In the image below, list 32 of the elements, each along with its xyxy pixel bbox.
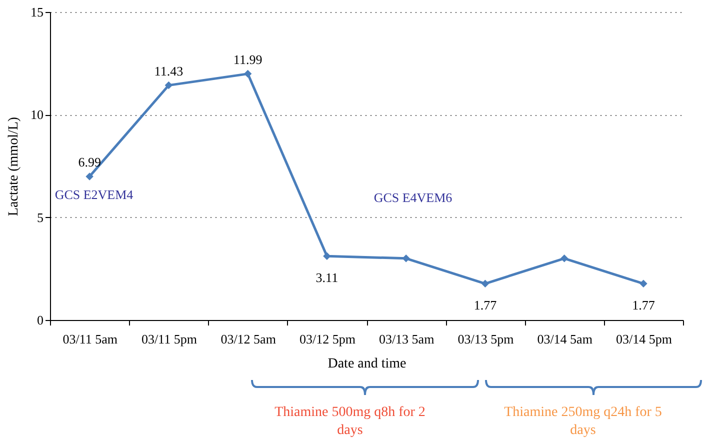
point	[560, 254, 568, 262]
x-tick-label: 03/14 5am	[537, 332, 592, 346]
point	[640, 280, 648, 288]
data-label: 11.43	[154, 63, 184, 78]
text: Thiamine 500mg q8h for 2 days	[274, 404, 426, 440]
data-label: 1.77	[474, 298, 498, 313]
y-tick-label: 5	[37, 210, 44, 225]
x-tick-label: 03/12 5am	[220, 332, 276, 346]
point	[402, 254, 410, 262]
y-axis-title: Lactate (mmol/L)	[6, 116, 22, 216]
x-axis-title: Date and time	[328, 356, 406, 372]
y-tick-label: 15	[30, 4, 44, 20]
data-label: 6.99	[78, 154, 101, 170]
x-tick-label: 03/11 5am	[62, 332, 118, 346]
annotation: GCS E4VEM6	[374, 190, 453, 205]
x-tick-label: 03/13 5pm	[458, 332, 514, 346]
point	[164, 81, 173, 90]
point	[481, 280, 490, 288]
data-label: 1.77	[632, 298, 656, 313]
x-tick-label: 03/13 5am	[378, 332, 434, 346]
y-tick-label: 0	[37, 312, 44, 328]
y-tick-label: 10	[30, 107, 44, 122]
x-tick-label: 03/11 5pm	[141, 332, 197, 346]
x-tick-label: 03/12 5pm	[299, 332, 356, 346]
x-tick-label: 03/14 5pm	[616, 332, 672, 346]
annotation: GCS E2VEM4	[54, 187, 134, 202]
data-label: 11.99	[233, 52, 262, 67]
data-label: 3.11	[316, 270, 338, 286]
text: Thiamine 250mg q24h for 5 days	[503, 404, 663, 440]
point	[244, 70, 252, 78]
point	[323, 252, 331, 260]
point	[86, 172, 94, 180]
